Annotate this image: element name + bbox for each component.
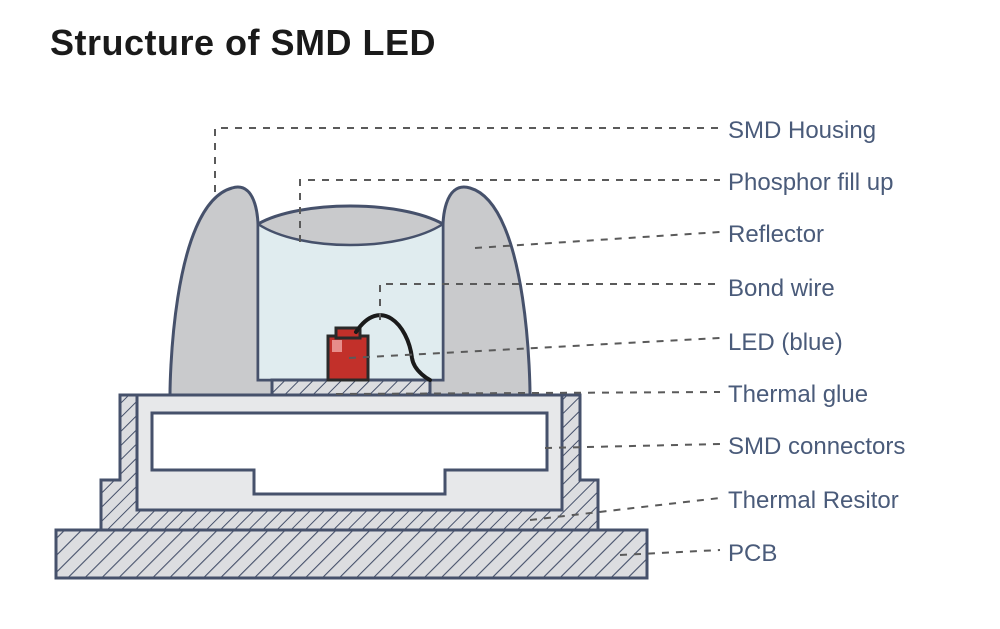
label-bond-wire: Bond wire xyxy=(728,275,835,303)
smd-led-diagram xyxy=(0,0,1000,629)
label-led: LED (blue) xyxy=(728,329,843,357)
label-phosphor: Phosphor fill up xyxy=(728,169,893,197)
label-smd-connectors: SMD connectors xyxy=(728,433,905,461)
label-thermal-res: Thermal Resitor xyxy=(728,487,899,515)
pcb xyxy=(56,530,647,578)
label-smd-housing: SMD Housing xyxy=(728,117,876,145)
led-chip xyxy=(328,328,368,380)
inner-cup xyxy=(137,395,562,510)
label-pcb: PCB xyxy=(728,540,777,568)
label-reflector: Reflector xyxy=(728,221,824,249)
label-thermal-glue: Thermal glue xyxy=(728,381,868,409)
